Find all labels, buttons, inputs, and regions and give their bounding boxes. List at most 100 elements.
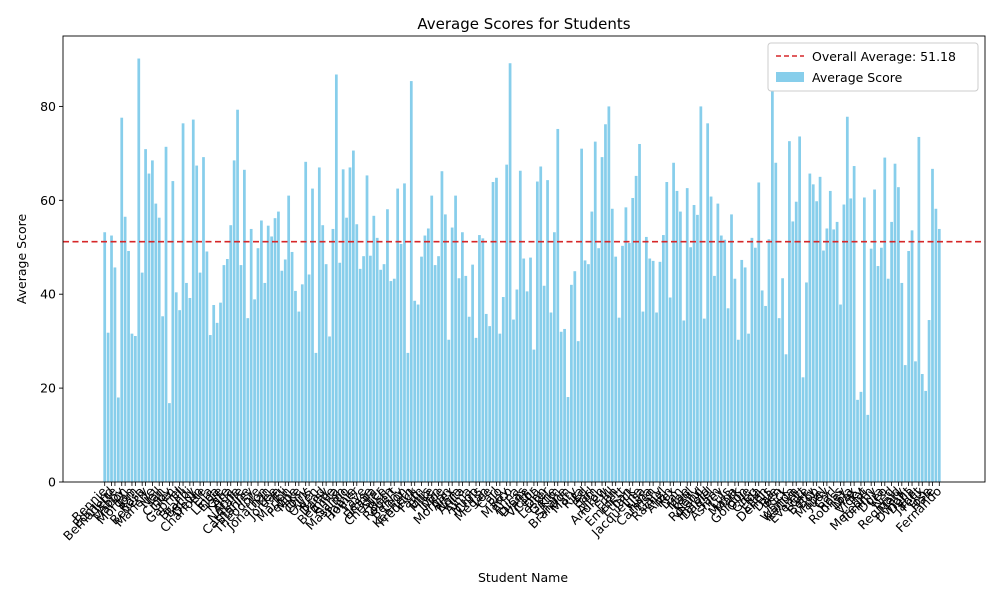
bar-82 [382, 264, 386, 482]
bar-160 [648, 258, 652, 482]
bar-158 [641, 311, 645, 482]
bar-102 [450, 227, 454, 482]
bar-11 [140, 272, 144, 482]
bar-12 [144, 149, 147, 482]
bar-151 [617, 317, 621, 482]
bar-138 [573, 271, 577, 482]
bar-34 [219, 302, 222, 482]
bar-15 [154, 203, 158, 482]
bar-165 [665, 182, 669, 482]
bar-33 [215, 322, 219, 482]
bar-178 [709, 196, 713, 482]
bar-228 [880, 247, 883, 482]
bar-25 [188, 297, 192, 482]
bar-181 [719, 235, 723, 482]
bar-238 [914, 361, 917, 482]
bar-242 [927, 320, 931, 482]
bar-123 [522, 258, 526, 482]
bar-184 [730, 214, 733, 482]
bar-243 [931, 168, 934, 483]
bar-79 [372, 215, 376, 482]
bar-16 [157, 217, 161, 482]
bar-189 [747, 333, 750, 482]
bar-143 [590, 211, 594, 482]
bar-207 [808, 173, 812, 482]
bar-89 [406, 352, 410, 482]
bar-119 [508, 63, 512, 482]
bar-5 [120, 117, 124, 482]
bar-193 [760, 290, 764, 482]
bar-137 [570, 284, 573, 482]
bar-42 [246, 318, 250, 482]
bar-194 [764, 305, 767, 482]
legend-box [767, 42, 979, 92]
bar-120 [512, 319, 515, 482]
bar-70 [341, 169, 345, 482]
bar-10 [137, 58, 141, 482]
bar-80 [375, 237, 379, 482]
bar-126 [532, 349, 536, 482]
bar-105 [461, 232, 464, 482]
bar-72 [348, 167, 352, 482]
bar-217 [842, 204, 846, 483]
bar-122 [518, 170, 522, 483]
bar-61 [311, 188, 314, 482]
bar-83 [386, 209, 389, 483]
bar-211 [822, 250, 825, 482]
bar-169 [679, 211, 682, 482]
bar-147 [604, 124, 607, 482]
bar-136 [566, 397, 570, 482]
y-tick-label: 0 [48, 475, 56, 490]
bar-84 [389, 281, 393, 482]
bar-220 [852, 166, 856, 483]
bar-230 [886, 278, 890, 482]
bar-64 [321, 225, 325, 482]
bar-85 [392, 278, 396, 482]
bar-55 [290, 251, 294, 482]
bar-87 [399, 243, 403, 482]
bar-198 [777, 318, 781, 482]
bar-109 [474, 337, 478, 482]
bar-174 [696, 214, 699, 482]
bar-108 [471, 264, 474, 482]
bar-199 [781, 278, 784, 482]
bar-62 [314, 352, 318, 482]
bar-241 [924, 390, 928, 482]
bar-219 [849, 198, 853, 482]
bar-23 [181, 123, 185, 482]
bar-14 [151, 160, 154, 482]
bar-215 [835, 221, 839, 482]
y-tick-label: 80 [40, 99, 56, 114]
bar-48 [266, 225, 270, 483]
bar-125 [529, 257, 532, 482]
bar-4 [116, 397, 120, 482]
y-axis: 0 20 40 60 80 [40, 99, 63, 490]
bar-111 [481, 238, 485, 482]
bar-210 [818, 176, 822, 482]
bar-66 [328, 336, 331, 482]
bar-131 [549, 312, 553, 482]
bar-213 [828, 190, 832, 482]
bar-21 [174, 292, 178, 482]
bar-179 [713, 275, 716, 482]
bar-161 [651, 260, 655, 482]
bar-232 [893, 163, 897, 482]
bar-209 [815, 201, 819, 482]
bar-186 [736, 339, 740, 482]
bar-173 [692, 205, 696, 482]
bar-37 [229, 225, 233, 482]
bar-13 [147, 173, 151, 482]
legend-series-label: Average Score [812, 70, 903, 85]
bar-93 [420, 256, 423, 482]
bar-32 [212, 305, 216, 482]
bar-75 [358, 268, 362, 482]
legend-reference-label: Overall Average: 51.18 [812, 49, 956, 64]
bar-40 [239, 265, 243, 482]
bar-1 [106, 332, 110, 482]
bar-77 [365, 175, 369, 482]
bar-24 [185, 282, 188, 482]
bar-38 [232, 160, 236, 482]
bar-81 [379, 269, 382, 482]
bar-20 [171, 181, 175, 482]
bar-234 [900, 282, 904, 482]
